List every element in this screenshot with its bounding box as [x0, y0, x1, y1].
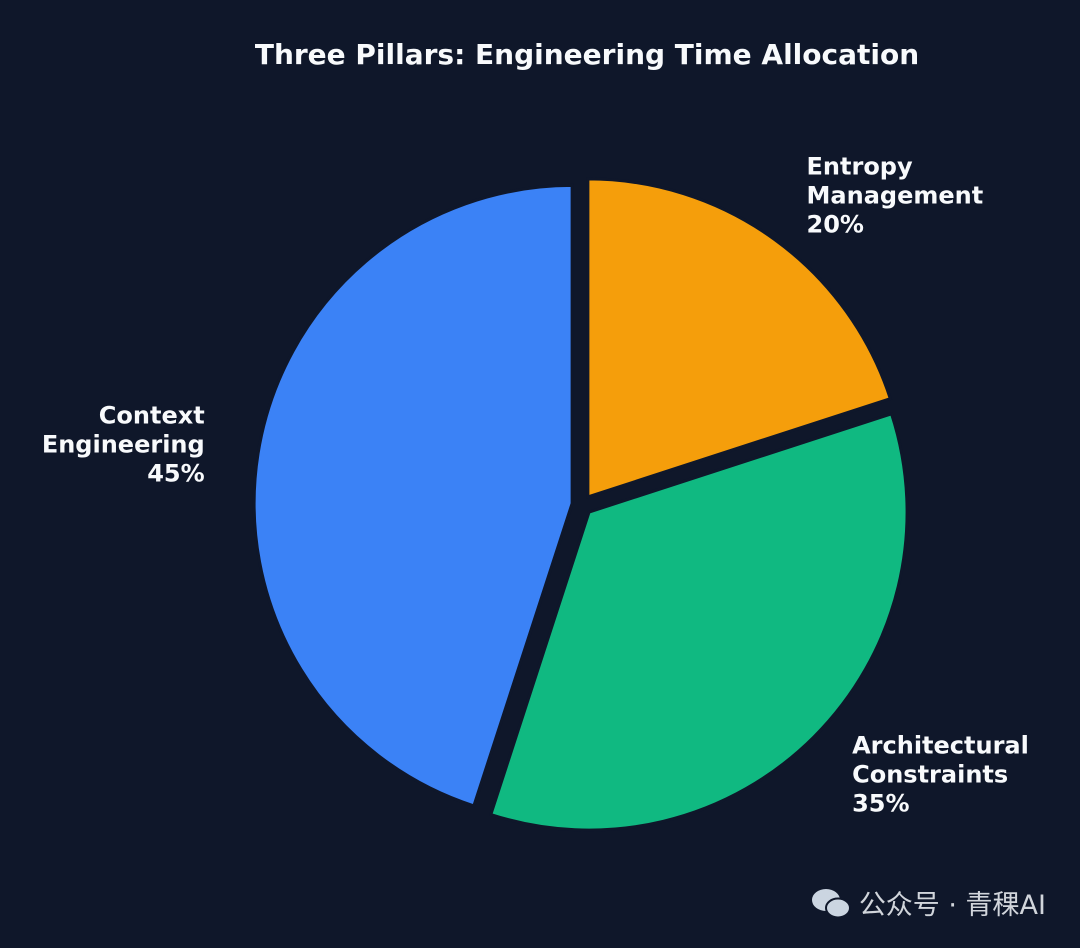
value-label: 20%: [806, 210, 864, 239]
pie-slice: [488, 411, 909, 832]
slice-label: Architectural Constraints 35%: [852, 732, 1029, 819]
wechat-icon: [811, 888, 851, 918]
slice-label: Context Engineering 45%: [42, 402, 205, 489]
pie-slice: [252, 183, 574, 808]
watermark-text: 公众号 · 青稞AI: [858, 890, 1046, 921]
slice-label: Entropy Management 20%: [807, 152, 984, 239]
category-label: Architectural Constraints: [852, 731, 1029, 789]
category-label: Context Engineering: [41, 401, 205, 459]
watermark: 公众号 · 青稞AI: [811, 883, 1046, 922]
chart-title: Three Pillars: Engineering Time Allocati…: [255, 38, 919, 71]
category-label: Entropy Management: [806, 152, 984, 210]
pie-slice: [586, 177, 893, 499]
value-label: 45%: [147, 459, 205, 488]
value-label: 35%: [852, 789, 910, 818]
